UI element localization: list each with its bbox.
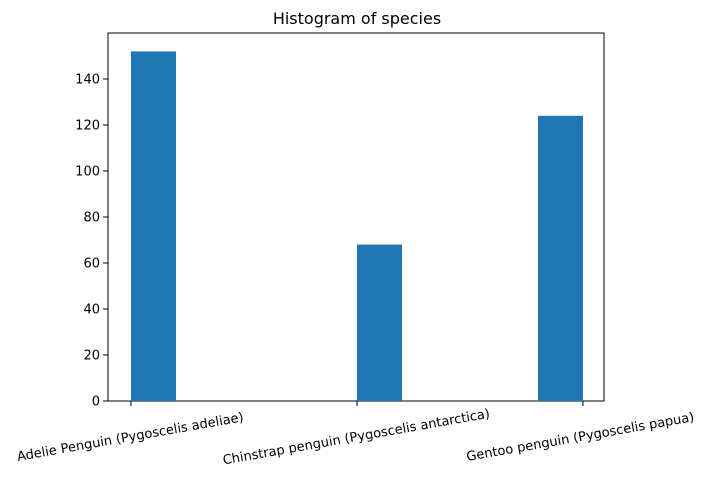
y-axis: 0 20 40 60 80 100 120 140 [75,73,108,410]
y-tick-label: 120 [75,119,100,134]
y-tick-label: 80 [83,211,100,226]
y-tick-label: 0 [92,395,100,410]
bar-1 [131,51,176,402]
bars-layer [131,51,583,402]
y-tick-label: 40 [83,303,100,318]
plot-area-frame [107,32,605,402]
y-tick-label: 60 [83,257,100,272]
chart-title: Histogram of species [273,9,441,28]
y-tick-label: 20 [83,349,100,364]
x-axis: Adelie Penguin (Pygoscelis adeliae)Chins… [16,401,695,468]
y-tick-label: 140 [75,73,100,88]
x-tick-label: Adelie Penguin (Pygoscelis adeliae) [16,410,245,465]
y-tick-label: 100 [75,165,100,180]
x-tick-label: Chinstrap penguin (Pygoscelis antarctica… [222,407,491,469]
x-tick-label: Gentoo penguin (Pygoscelis papua) [465,410,695,465]
bar-3 [538,115,583,402]
bar-2 [357,244,402,401]
